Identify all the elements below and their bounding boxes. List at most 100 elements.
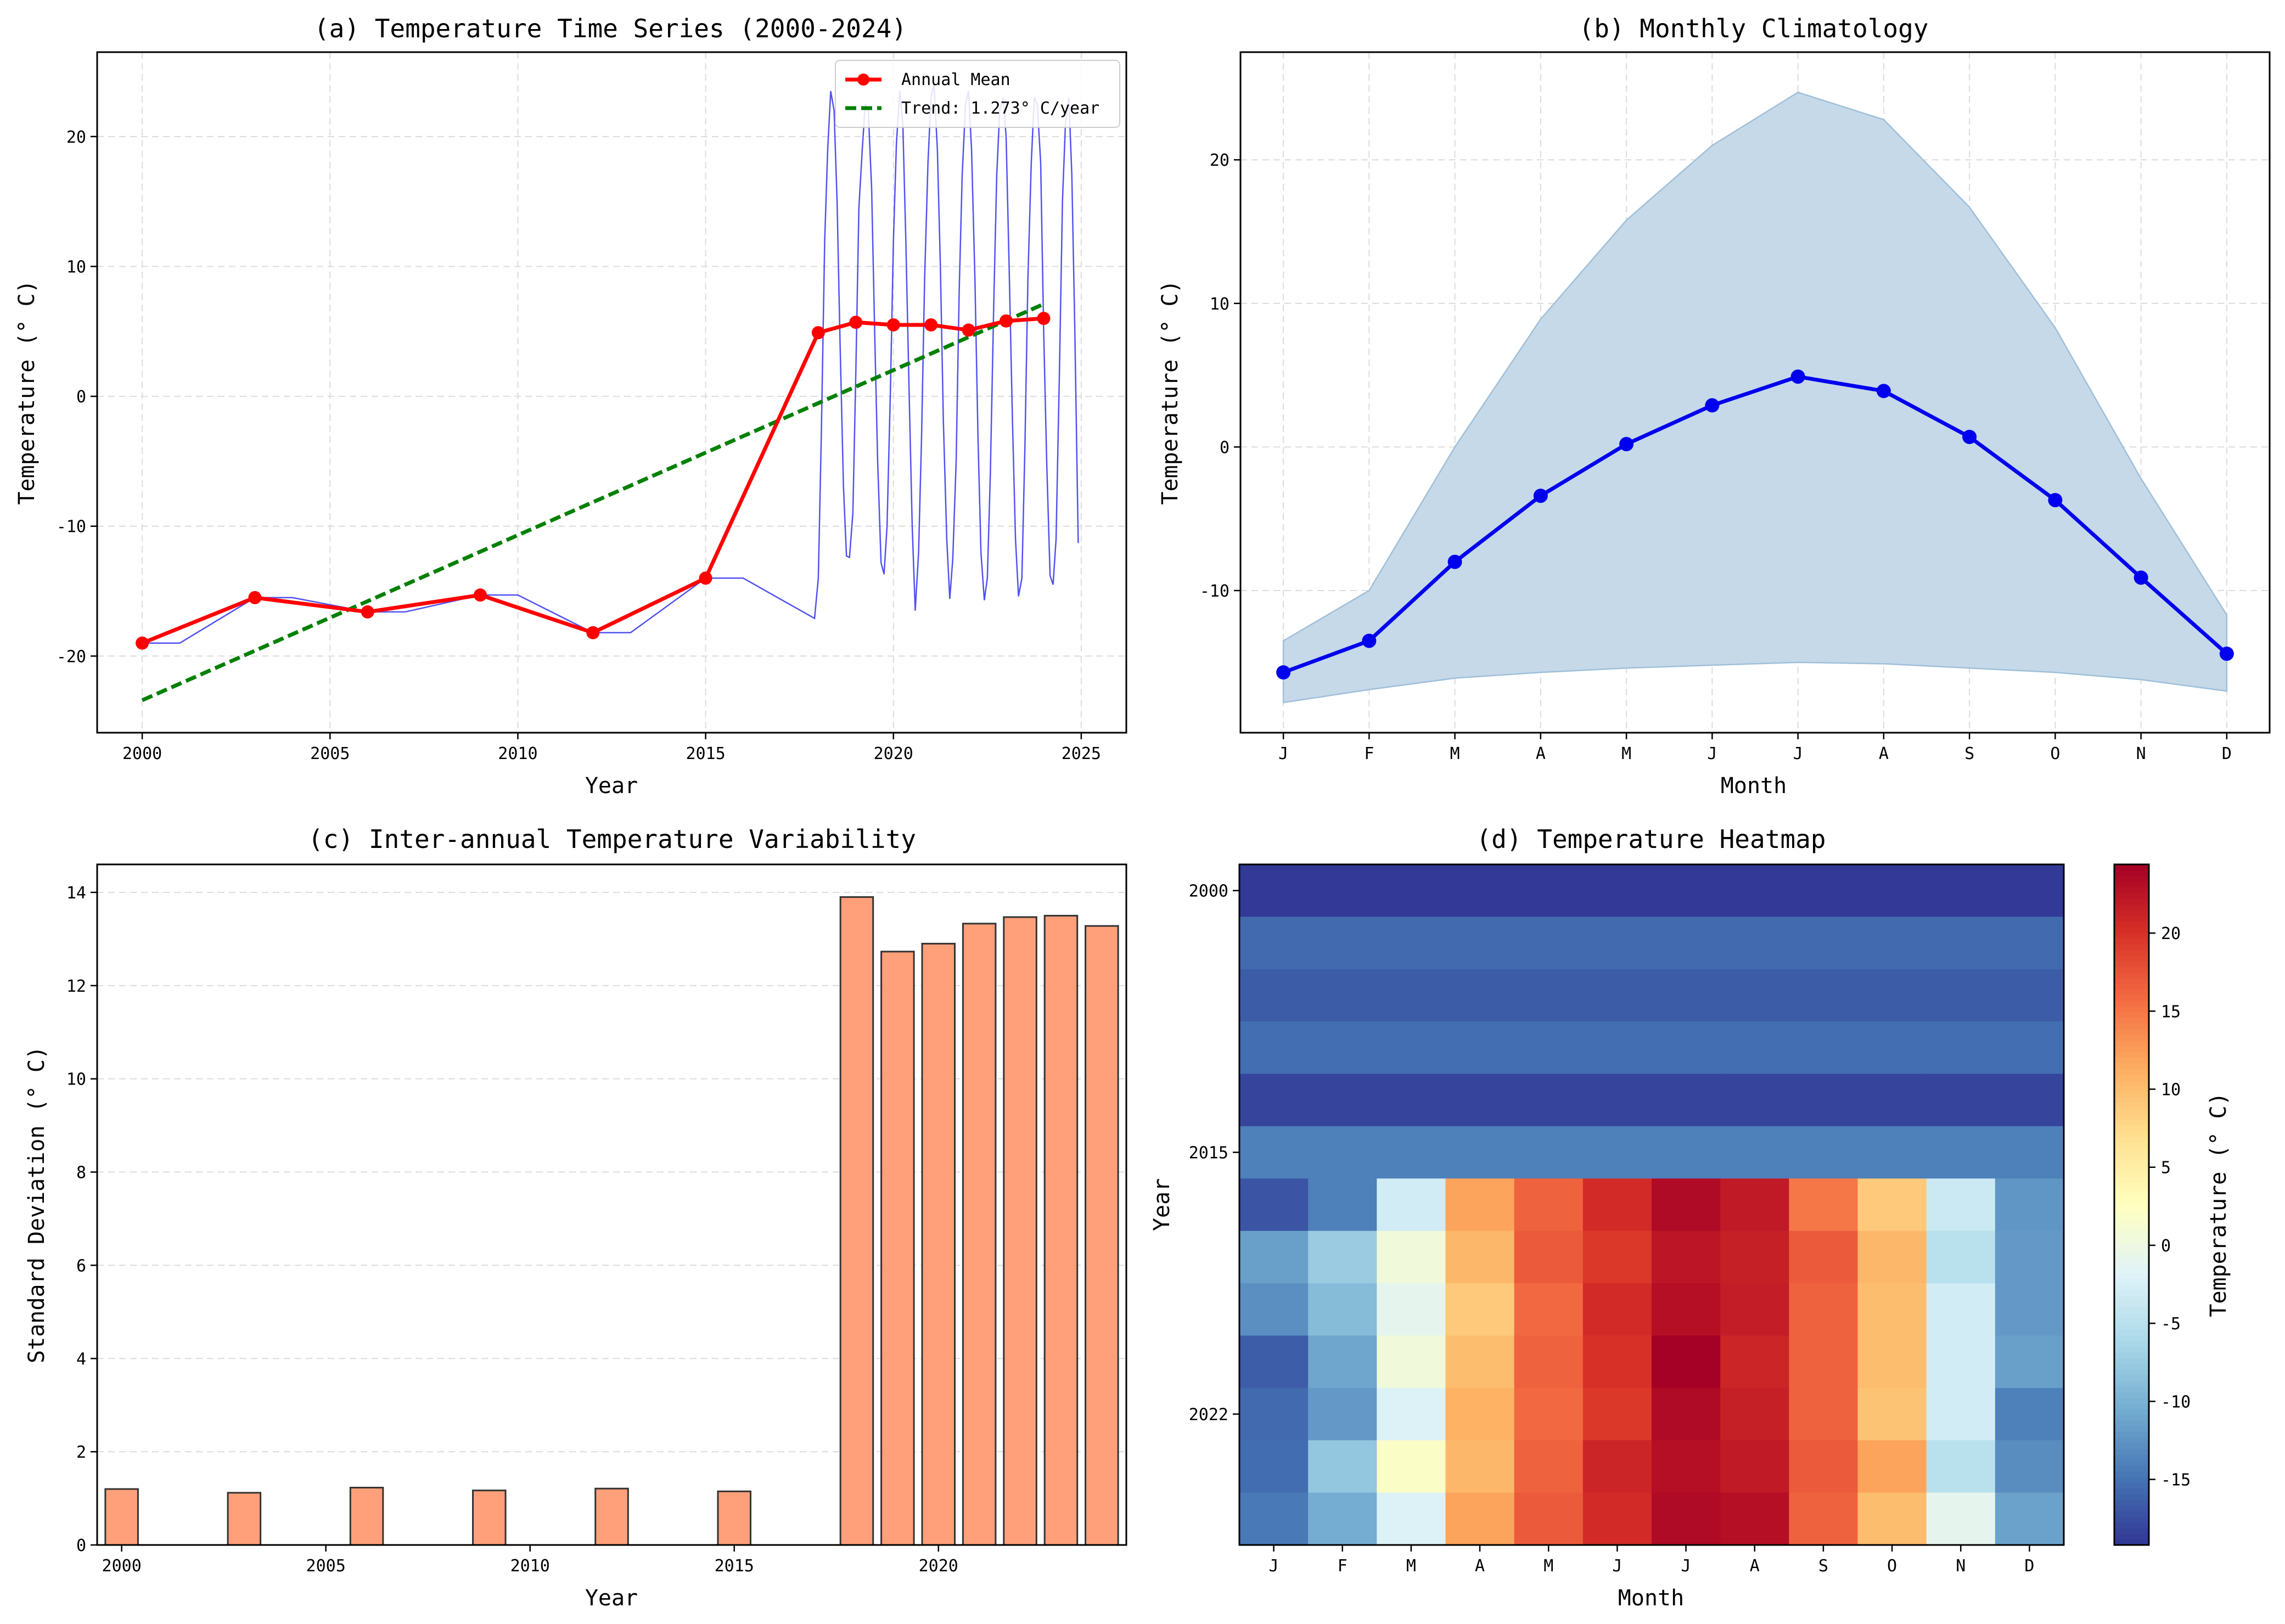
std-bar (1043, 914, 1079, 1546)
colorbar-segment (2114, 1199, 2149, 1205)
y-tick-label: 2022 (1189, 1406, 1228, 1425)
panel-d-xlabel: Month (1618, 1586, 1684, 1611)
heatmap-cell (1789, 1335, 1859, 1389)
heatmap-cell (1926, 1126, 1996, 1179)
colorbar-segment (2114, 904, 2149, 911)
x-tick-label: M (1450, 744, 1460, 763)
colorbar-segment (2114, 1516, 2149, 1523)
colorbar-segment (2114, 1318, 2149, 1324)
colorbar-segment (2114, 989, 2149, 996)
colorbar-segment (2114, 1154, 2149, 1160)
std-bar (1003, 916, 1037, 1546)
heatmap-cell (1514, 1387, 1584, 1441)
panel-d-title: (d) Temperature Heatmap (1476, 824, 1826, 854)
colorbar-segment (2114, 1188, 2149, 1194)
colorbar-segment (2114, 1267, 2149, 1273)
x-tick-label: S (1818, 1556, 1828, 1576)
colorbar-segment (2114, 1216, 2149, 1222)
colorbar-segment (2114, 1063, 2149, 1069)
heatmap-cell (1652, 969, 1721, 1022)
colorbar-segment (2114, 1069, 2149, 1075)
heatmap-cell (1995, 1126, 2064, 1179)
colorbar-segment (2114, 926, 2149, 933)
heatmap-cell (1582, 864, 1652, 917)
panel-d-ticks: J F M A M J J A S O N D 2000 2015 2022 (1189, 882, 2035, 1576)
x-tick-label: 2000 (102, 1556, 142, 1576)
heatmap-cell (1445, 1387, 1515, 1441)
colorbar-segment (2114, 1080, 2149, 1086)
heatmap-cell (1514, 917, 1584, 970)
heatmap-cell (1857, 1074, 1927, 1127)
heatmap-cell (1308, 1492, 1377, 1546)
heatmap-cell (1239, 864, 1309, 917)
annual-mean-point (924, 318, 938, 331)
panel-b-ylabel: Temperature (° C) (1158, 280, 1183, 504)
heatmap-cell (1926, 1178, 1996, 1232)
colorbar-segment (2114, 864, 2149, 871)
std-bar (717, 1490, 751, 1546)
x-tick-label: O (2050, 744, 2060, 763)
heatmap-cell (1445, 1335, 1515, 1389)
colorbar-segment (2114, 932, 2149, 939)
x-tick-label: F (1338, 1556, 1348, 1576)
colorbar-segment (2114, 1193, 2149, 1200)
x-tick-label: A (1879, 744, 1889, 763)
colorbar-segment (2114, 1148, 2149, 1154)
heatmap-cell (1926, 1074, 1996, 1127)
colorbar-label: Temperature (° C) (2206, 1092, 2231, 1317)
colorbar-segment (2114, 949, 2149, 956)
x-tick-label: 2020 (874, 744, 913, 763)
heatmap-cell (1514, 1178, 1584, 1232)
heatmap-cell (1926, 1440, 1996, 1493)
std-bar (1085, 925, 1119, 1546)
heatmap-cell (1789, 1492, 1859, 1546)
heatmap-cell (1789, 1126, 1859, 1179)
heatmap-cell (1239, 1126, 1309, 1179)
x-tick-label: M (1406, 1556, 1416, 1576)
colorbar-segment (2114, 972, 2149, 979)
heatmap-cell (1652, 1335, 1721, 1389)
heatmap-cell (1377, 1074, 1446, 1127)
annual-mean-point (699, 571, 712, 585)
colorbar-segment (2114, 1346, 2149, 1353)
monthly-temperature-line (142, 84, 1079, 644)
colorbar-segment (2114, 870, 2149, 876)
colorbar-segment (2114, 887, 2149, 894)
x-tick-label: 2005 (310, 744, 350, 763)
trend-line (141, 302, 1045, 703)
colorbar-segment (2114, 1375, 2149, 1381)
heatmap-cell (1652, 1021, 1721, 1075)
colorbar-segment (2114, 1341, 2149, 1347)
heatmap-cell (1652, 1283, 1721, 1336)
heatmap-cell (1857, 1440, 1927, 1493)
colorbar-segment (2114, 1012, 2149, 1018)
colorbar-segment (2114, 1409, 2149, 1415)
colorbar-segment (2114, 1482, 2149, 1489)
heatmap-cell (1926, 917, 1996, 970)
colorbar-segment (2114, 1046, 2149, 1052)
heatmap-cell (1995, 1230, 2064, 1284)
y-tick-label: -10 (57, 518, 86, 537)
heatmap-cell (1308, 1387, 1377, 1441)
x-tick-label: M (1543, 1556, 1553, 1576)
heatmap-cell (1445, 1440, 1515, 1493)
heatmap-cell (1995, 1283, 2064, 1336)
heatmap-cell (1720, 1335, 1789, 1389)
panel-c-frame (96, 863, 1127, 1546)
heatmap-cell (1239, 1283, 1309, 1336)
climatology-mean-point (1619, 437, 1634, 452)
heatmap-cell (1926, 1335, 1996, 1389)
heatmap-cell (1857, 1021, 1927, 1075)
heatmap-cell (1514, 1126, 1584, 1179)
heatmap-cell (1720, 1283, 1789, 1336)
colorbar-tick-label: 15 (2161, 1002, 2181, 1021)
legend-annual-mean-label: Annual Mean (901, 70, 1010, 89)
std-bar (921, 942, 956, 1546)
heatmap-cell (1926, 1230, 1996, 1284)
heatmap-cell (1514, 864, 1584, 917)
y-tick-label: 0 (1220, 438, 1229, 457)
x-tick-label: S (1964, 744, 1974, 763)
std-bar (839, 896, 874, 1546)
colorbar-segment (2114, 909, 2149, 916)
